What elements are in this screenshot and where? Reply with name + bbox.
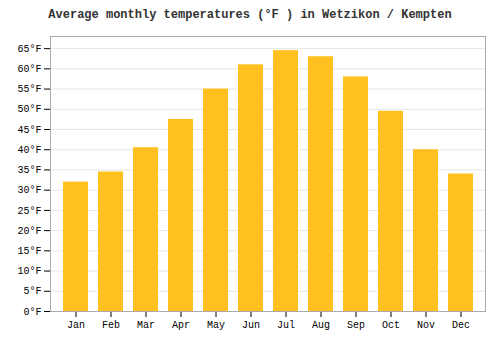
- svg-text:Apr: Apr: [172, 320, 190, 331]
- svg-text:Oct: Oct: [382, 320, 400, 331]
- svg-text:30°F: 30°F: [17, 185, 41, 196]
- svg-text:55°F: 55°F: [17, 84, 41, 95]
- svg-text:45°F: 45°F: [17, 125, 41, 136]
- svg-text:40°F: 40°F: [17, 145, 41, 156]
- svg-text:5°F: 5°F: [23, 286, 41, 297]
- svg-text:Jul: Jul: [277, 320, 295, 331]
- svg-text:65°F: 65°F: [17, 44, 41, 55]
- svg-text:35°F: 35°F: [17, 165, 41, 176]
- svg-text:Nov: Nov: [417, 320, 435, 331]
- svg-text:0°F: 0°F: [23, 307, 41, 318]
- svg-text:50°F: 50°F: [17, 104, 41, 115]
- svg-text:60°F: 60°F: [17, 64, 41, 75]
- svg-text:25°F: 25°F: [17, 206, 41, 217]
- svg-text:Sep: Sep: [347, 320, 365, 331]
- svg-text:20°F: 20°F: [17, 226, 41, 237]
- svg-text:Jan: Jan: [67, 320, 85, 331]
- svg-text:Feb: Feb: [102, 320, 120, 331]
- svg-text:Dec: Dec: [452, 320, 470, 331]
- svg-text:Jun: Jun: [242, 320, 260, 331]
- svg-text:10°F: 10°F: [17, 266, 41, 277]
- html-text:Average monthly temperatures (: Average monthly temperatures (°F ) in We…: [48, 8, 452, 22]
- svg-text:15°F: 15°F: [17, 246, 41, 257]
- svg-text:May: May: [207, 320, 225, 331]
- svg-text:Mar: Mar: [137, 320, 155, 331]
- svg-text:Aug: Aug: [312, 320, 330, 331]
